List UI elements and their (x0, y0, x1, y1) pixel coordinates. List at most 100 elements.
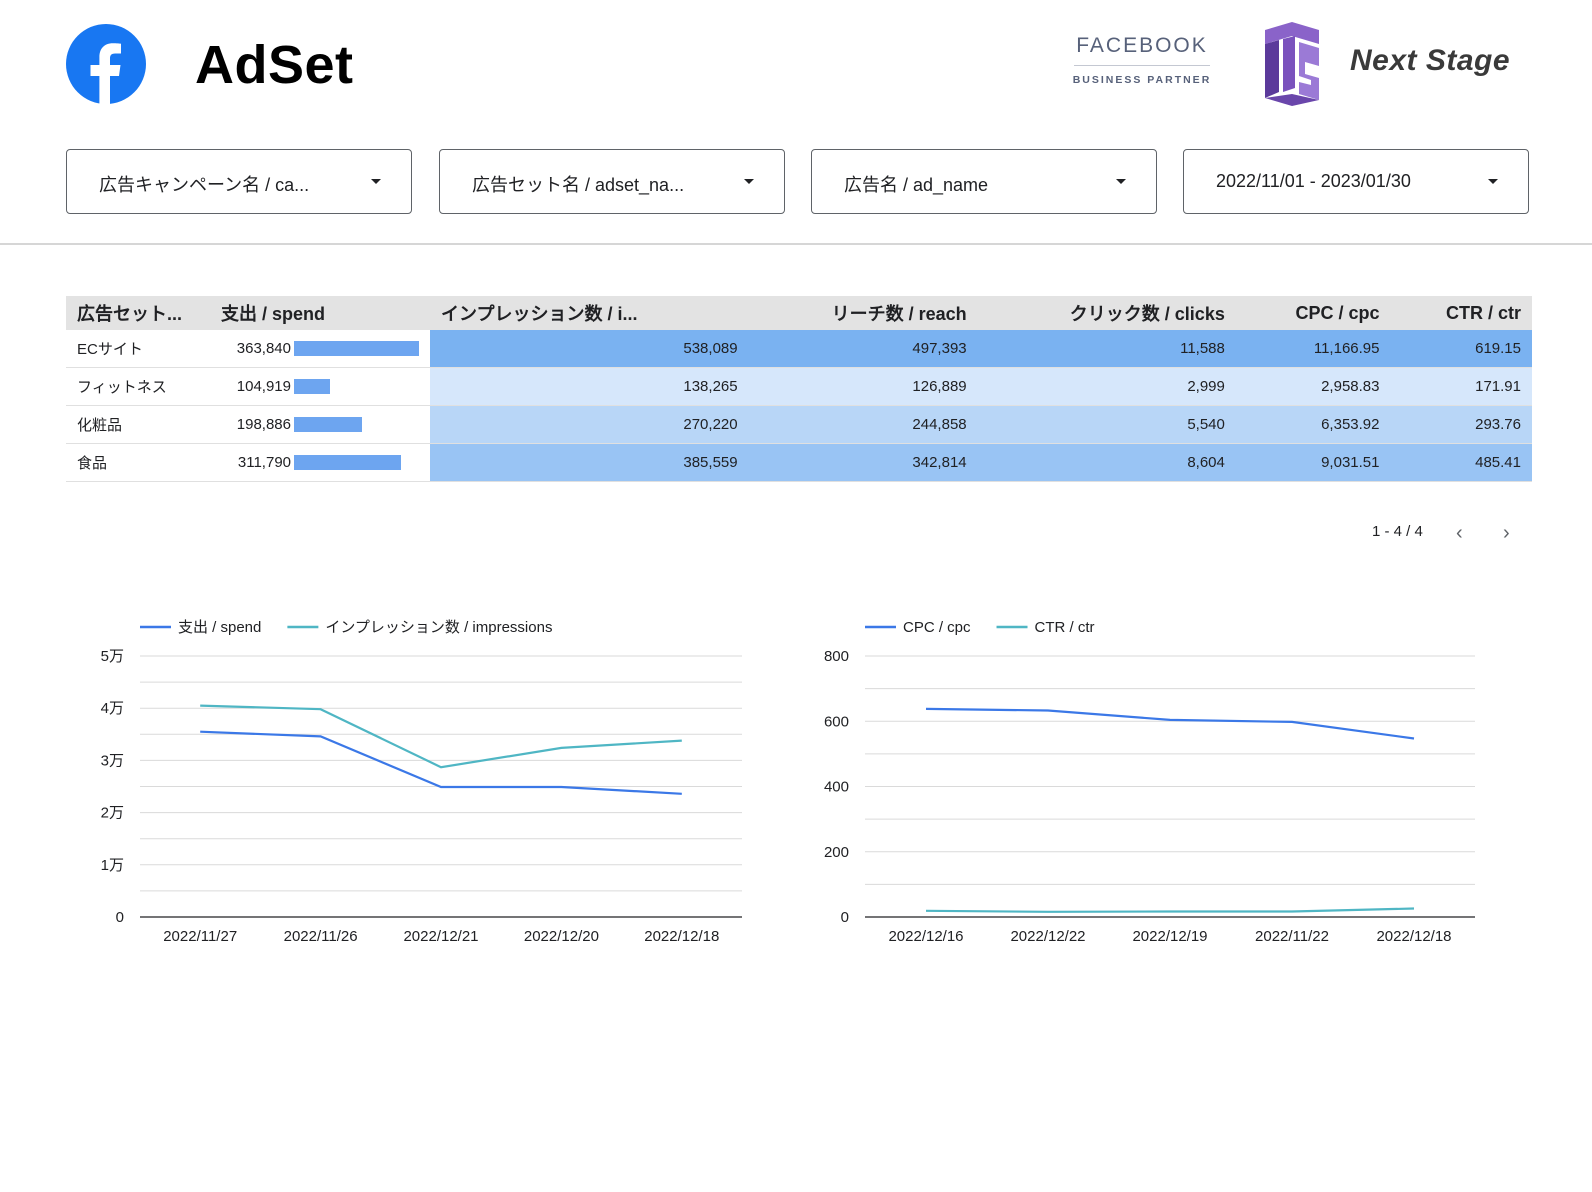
spend-bar (294, 379, 330, 394)
spend-value: 363,840 (236, 340, 291, 357)
cell-reach: 497,393 (748, 330, 978, 368)
cell-adset-name: フィットネス (66, 367, 210, 406)
cell-adset-name: ECサイト (66, 330, 210, 368)
cell-reach: 126,889 (748, 367, 978, 406)
filter-label: 広告名 / ad_name (844, 175, 989, 195)
y-tick-label: 200 (824, 844, 849, 861)
adset-name-filter[interactable]: 広告セット名 / adset_na... (439, 149, 785, 214)
table-row[interactable]: フィットネス 104,919 138,265 126,889 2,999 2,958.83… (66, 367, 1532, 406)
partner-line2: BUSINESS PARTNER (1072, 74, 1212, 86)
cell-cpc: 9,031.51 (1235, 443, 1391, 482)
series-line-0 (925, 707, 1415, 740)
spend-bar (294, 417, 362, 432)
cell-spend: 363,840 (210, 330, 430, 368)
col-header-impressions[interactable]: インプレッション数 / i... (430, 296, 749, 330)
spend-bar (294, 341, 419, 356)
series-line-1 (925, 907, 1415, 913)
spend-value: 311,790 (237, 454, 291, 471)
brand-name: Next Stage (1350, 44, 1511, 77)
cell-clicks: 5,540 (977, 405, 1236, 444)
x-tick-label: 2022/11/26 (284, 928, 358, 945)
col-header-adset[interactable]: 広告セット... (66, 296, 210, 330)
cell-ctr: 171.91 (1390, 367, 1532, 406)
date-range-filter[interactable]: 2022/11/01 - 2023/01/30 (1183, 149, 1529, 214)
y-tick-label: 600 (824, 713, 849, 730)
col-header-ctr[interactable]: CTR / ctr (1390, 296, 1532, 330)
prev-page-button[interactable]: ‹ (1456, 522, 1463, 544)
header-divider (0, 243, 1592, 245)
y-tick-label: 0 (116, 909, 124, 926)
campaign-name-filter[interactable]: 広告キャンペーン名 / ca... (66, 149, 412, 214)
dropdown-caret-icon (371, 179, 381, 184)
filter-label: 2022/11/01 - 2023/01/30 (1216, 171, 1411, 191)
cell-cpc: 2,958.83 (1235, 367, 1391, 406)
y-tick-label: 4万 (101, 700, 124, 717)
cell-impressions: 385,559 (430, 443, 749, 482)
table-row[interactable]: 食品 311,790 385,559 342,814 8,604 9,031.51 485.… (66, 443, 1532, 482)
x-tick-label: 2022/11/22 (1255, 928, 1329, 945)
y-tick-label: 800 (824, 648, 849, 665)
x-tick-label: 2022/12/22 (1010, 928, 1085, 945)
adset-table: 広告セット... 支出 / spend インプレッション数 / i... リーチ… (66, 296, 1532, 482)
ad-name-filter[interactable]: 広告名 / ad_name (811, 149, 1157, 214)
cell-clicks: 8,604 (977, 443, 1236, 482)
cell-reach: 342,814 (748, 443, 978, 482)
partner-divider (1074, 65, 1210, 66)
col-header-reach[interactable]: リーチ数 / reach (748, 296, 978, 330)
dropdown-caret-icon (1488, 179, 1498, 184)
cell-cpc: 11,166.95 (1235, 330, 1391, 368)
cell-clicks: 11,588 (977, 330, 1236, 368)
dropdown-caret-icon (1116, 179, 1126, 184)
x-tick-label: 2022/12/21 (403, 928, 478, 945)
cell-impressions: 138,265 (430, 367, 749, 406)
cell-ctr: 485.41 (1390, 443, 1532, 482)
partner-line1: FACEBOOK (1076, 34, 1208, 57)
y-tick-label: 400 (824, 779, 849, 796)
pagination-label: 1 - 4 / 4 (1372, 523, 1423, 540)
table-header-row: 広告セット... 支出 / spend インプレッション数 / i... リーチ… (66, 296, 1532, 330)
cell-spend: 198,886 (210, 405, 430, 444)
cell-ctr: 293.76 (1390, 405, 1532, 444)
table-row[interactable]: ECサイト 363,840 538,089 497,393 11,588 11,166.9… (66, 330, 1532, 368)
cell-cpc: 6,353.92 (1235, 405, 1391, 444)
cell-ctr: 619.15 (1390, 330, 1532, 368)
dropdown-caret-icon (744, 179, 754, 184)
spend-value: 104,919 (236, 378, 291, 395)
filter-label: 広告キャンペーン名 / ca... (99, 175, 310, 195)
page-title: AdSet (195, 35, 354, 95)
cpc-ctr-chart: 0 200 400 600 800 2022/12/16 2022/12/22 2022/12… (824, 619, 1475, 945)
col-header-spend[interactable]: 支出 / spend (210, 296, 430, 330)
facebook-logo-icon (66, 24, 146, 104)
next-page-button[interactable]: › (1503, 522, 1510, 544)
cell-adset-name: 化粧品 (66, 405, 210, 444)
facebook-business-partner-badge: FACEBOOK BUSINESS PARTNER (1072, 34, 1212, 86)
x-tick-label: 2022/11/27 (163, 928, 237, 945)
cell-reach: 244,858 (748, 405, 978, 444)
cell-spend: 311,790 (210, 443, 430, 482)
next-stage-logo-icon (1265, 22, 1319, 106)
spend-value: 198,886 (236, 416, 291, 433)
x-tick-label: 2022/12/20 (524, 928, 599, 945)
legend-label: CPC / cpc (903, 619, 971, 636)
legend-label: インプレッション数 / impressions (325, 619, 552, 636)
y-tick-label: 2万 (101, 805, 124, 822)
y-tick-label: 1万 (101, 857, 124, 874)
cell-impressions: 270,220 (430, 405, 749, 444)
legend-label: 支出 / spend (178, 619, 261, 636)
filter-label: 広告セット名 / adset_na... (472, 175, 685, 195)
col-header-clicks[interactable]: クリック数 / clicks (977, 296, 1236, 330)
cell-impressions: 538,089 (430, 330, 749, 368)
spend-bar (294, 455, 401, 470)
spend-impressions-chart: 0 1万 2万 3万 4万 5万 2022/11/27 2022/11/26 2022/12/2… (101, 619, 742, 945)
x-tick-label: 2022/12/18 (644, 928, 719, 945)
col-header-cpc[interactable]: CPC / cpc (1235, 296, 1391, 330)
series-line-1 (200, 704, 682, 769)
x-tick-label: 2022/12/19 (1132, 928, 1207, 945)
cell-clicks: 2,999 (977, 367, 1236, 406)
y-tick-label: 3万 (101, 752, 124, 769)
x-tick-label: 2022/12/16 (888, 928, 963, 945)
legend-label: CTR / ctr (1035, 619, 1095, 636)
x-tick-label: 2022/12/18 (1376, 928, 1451, 945)
cell-adset-name: 食品 (66, 443, 210, 482)
table-row[interactable]: 化粧品 198,886 270,220 244,858 5,540 6,353.92 293… (66, 405, 1532, 444)
